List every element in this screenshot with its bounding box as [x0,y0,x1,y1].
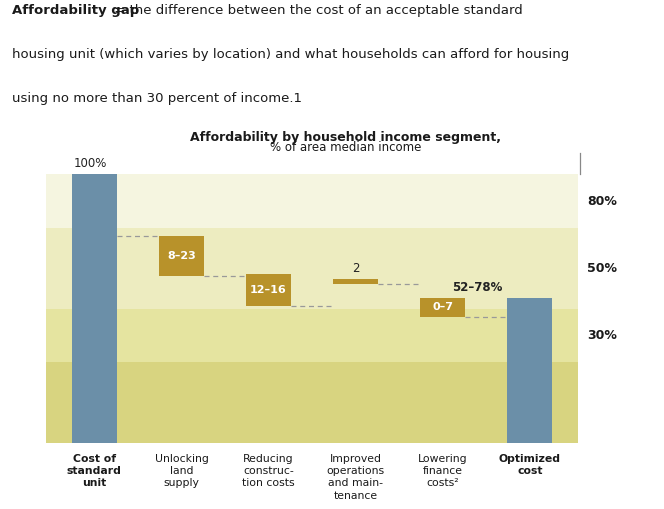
Bar [46,228,578,308]
Text: Improved
operations
and main-
tenance: Improved operations and main- tenance [327,454,384,501]
Text: 8–23: 8–23 [167,251,196,261]
Text: Affordability gap: Affordability gap [12,4,139,17]
Text: 12–16: 12–16 [250,285,287,295]
Text: = the difference between the cost of an acceptable standard: = the difference between the cost of an … [110,4,523,17]
Text: Cost of
standard
unit: Cost of standard unit [67,454,122,488]
Text: Reducing
construc-
tion costs: Reducing construc- tion costs [242,454,295,488]
Bar [72,174,117,443]
Text: 80%: 80% [587,194,617,208]
Text: % of area median income: % of area median income [270,140,421,154]
Bar [46,362,578,443]
Text: 52–78%: 52–78% [452,281,503,294]
Text: 100%: 100% [74,157,107,170]
Text: 0–7: 0–7 [432,302,454,312]
Bar [246,274,291,306]
Bar [159,236,204,276]
Bar [420,298,465,317]
Text: Unlocking
land
supply: Unlocking land supply [155,454,208,488]
Text: 2: 2 [352,262,359,275]
Text: 50%: 50% [587,262,618,275]
Bar [507,298,552,443]
Bar [333,279,378,285]
Bar [46,174,578,228]
Bar [46,308,578,362]
Text: Lowering
finance
costs²: Lowering finance costs² [418,454,467,488]
Text: Affordability by household income segment,: Affordability by household income segmen… [190,130,501,144]
Text: 30%: 30% [587,329,617,342]
Text: Optimized
cost: Optimized cost [499,454,561,476]
Text: housing unit (which varies by location) and what households can afford for housi: housing unit (which varies by location) … [12,48,569,61]
Text: using no more than 30 percent of income.1: using no more than 30 percent of income.… [12,92,302,105]
